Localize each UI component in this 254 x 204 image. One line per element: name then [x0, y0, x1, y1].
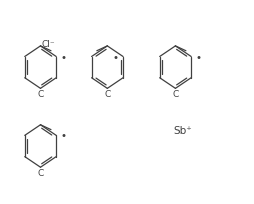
Text: •: •	[195, 52, 200, 62]
Text: C: C	[104, 90, 110, 99]
Text: Sb⁺: Sb⁺	[173, 125, 192, 135]
Text: •: •	[60, 52, 66, 62]
Text: •: •	[60, 131, 66, 141]
Text: C: C	[172, 90, 178, 99]
Text: C: C	[37, 169, 43, 177]
Text: C: C	[37, 90, 43, 99]
Text: •: •	[113, 52, 119, 62]
Text: Cl⁻: Cl⁻	[41, 40, 55, 49]
